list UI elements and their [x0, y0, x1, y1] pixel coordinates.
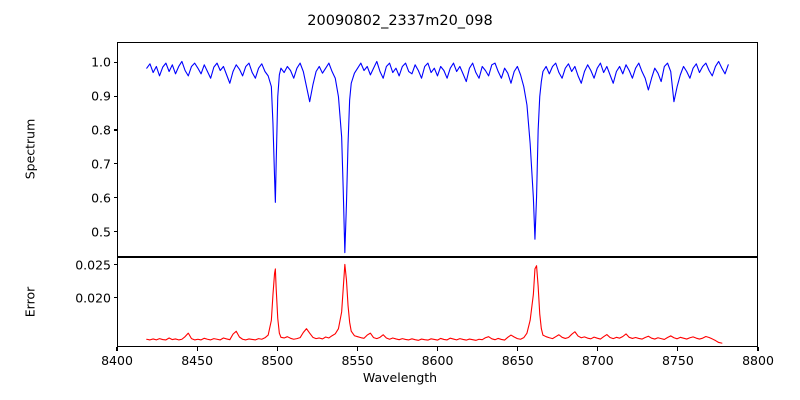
x-tick-label: 8650	[501, 353, 534, 368]
y-tick-label-spectrum: 0.6	[91, 190, 111, 206]
y-tick-mark-spectrum	[113, 231, 117, 233]
x-tick-label: 8800	[742, 353, 774, 368]
error-plot-line	[118, 258, 757, 346]
x-axis-label-wavelength: Wavelength	[362, 370, 438, 385]
x-tick-mark	[276, 347, 278, 351]
x-tick-label: 8750	[661, 353, 694, 368]
x-tick-label: 8600	[421, 353, 454, 368]
y-tick-mark-spectrum	[113, 61, 117, 63]
x-tick-mark	[597, 347, 599, 351]
x-tick-mark	[517, 347, 519, 351]
y-tick-mark-spectrum	[113, 95, 117, 97]
x-tick-mark	[677, 347, 679, 351]
page-title: 20090802_2337m20_098	[307, 13, 493, 29]
x-tick-mark	[196, 347, 198, 351]
spectrum-axes	[117, 42, 758, 257]
x-tick-label: 8500	[261, 353, 294, 368]
y-tick-mark-spectrum	[113, 163, 117, 165]
y-tick-mark-spectrum	[113, 197, 117, 199]
x-tick-label: 8450	[181, 353, 214, 368]
y-axis-label-spectrum: Spectrum	[22, 118, 38, 180]
y-tick-mark-error	[113, 264, 117, 266]
error-axes	[117, 257, 758, 347]
y-tick-label-error: 0.020	[75, 290, 111, 306]
y-tick-label-spectrum: 0.5	[91, 224, 111, 240]
y-tick-label-spectrum: 0.8	[91, 122, 111, 138]
y-tick-label-error: 0.025	[75, 257, 111, 273]
y-axis-label-error: Error	[22, 286, 38, 318]
spectrum-plot-line	[118, 43, 757, 256]
y-tick-label-spectrum: 0.7	[91, 156, 111, 172]
y-tick-label-spectrum: 0.9	[91, 88, 111, 104]
x-tick-label: 8550	[341, 353, 374, 368]
x-tick-label: 8400	[101, 353, 133, 368]
y-tick-mark-error	[113, 297, 117, 299]
x-tick-label: 8700	[581, 353, 614, 368]
x-tick-mark	[757, 347, 759, 351]
y-tick-label-spectrum: 1.0	[91, 54, 111, 70]
x-tick-mark	[116, 347, 118, 351]
y-tick-mark-spectrum	[113, 129, 117, 131]
x-tick-mark	[436, 347, 439, 351]
x-tick-mark	[356, 347, 358, 351]
